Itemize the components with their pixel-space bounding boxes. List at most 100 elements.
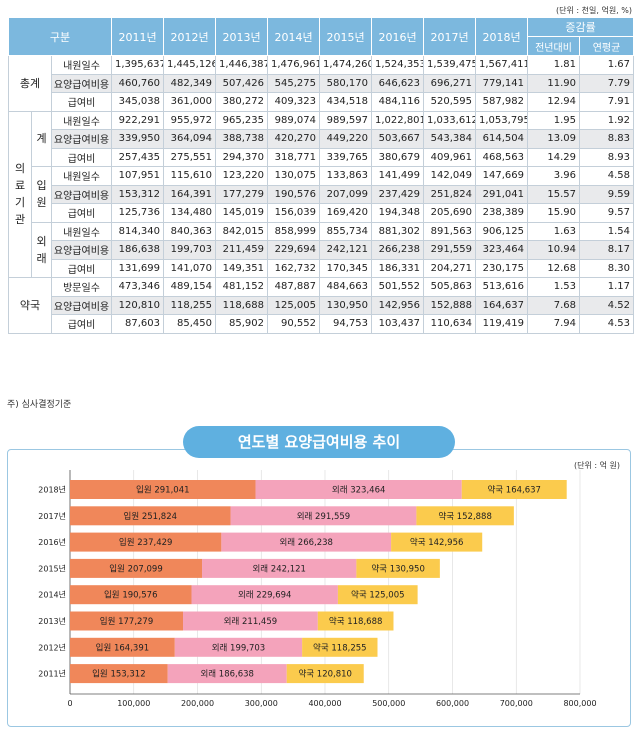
table-cell-avg: 1.92 [579, 110, 635, 130]
row-label: 요양급여비용 [50, 184, 113, 204]
header-year: 2017년 [423, 17, 477, 56]
table-row: 급여비 125,736 134,480 145,019 156,039 169,420 19… [9, 203, 635, 223]
bar-segment-입원 [70, 480, 256, 499]
table-cell: 142,956 [371, 295, 425, 315]
table-cell: 420,270 [267, 129, 321, 149]
table-row: 요양급여비용 120,810 118,255 118,688 125,005 130,95… [9, 295, 635, 315]
table-cell: 482,349 [163, 73, 217, 93]
data-label: 약국 152,888 [438, 511, 492, 522]
y-category-label: 2018년 [38, 485, 66, 495]
table-cell: 460,760 [111, 73, 165, 93]
header-year: 2013년 [215, 17, 269, 56]
bar-segment-약국 [356, 558, 440, 578]
table-cell: 133,863 [319, 166, 373, 186]
data-label: 약국 120,810 [298, 669, 352, 680]
table-cell-yoy: 15.57 [527, 184, 581, 204]
table-cell-avg: 8.83 [579, 129, 635, 149]
header-group: 구분 [7, 17, 113, 56]
table-row: 입원 내원일수 107,951 115,610 123,220 130,075 133,86… [9, 166, 635, 223]
table-cell-yoy: 7.94 [527, 314, 581, 334]
row-label: 내원일수 [50, 110, 113, 130]
table-cell: 503,667 [371, 129, 425, 149]
data-label: 입원 164,391 [96, 643, 150, 653]
table-cell: 85,902 [215, 314, 269, 334]
subgroup-label: 외래 [36, 234, 47, 265]
bar-segment-입원 [70, 664, 168, 684]
table-cell: 449,220 [319, 129, 373, 149]
row-label: 급여비 [50, 314, 113, 334]
x-tick-label: 800,000 [563, 699, 596, 708]
bar-segment-약국 [416, 506, 514, 526]
data-label: 입원 207,099 [109, 564, 163, 574]
table-cell: 147,669 [475, 166, 529, 186]
table-cell-avg: 4.58 [579, 166, 635, 186]
table-cell: 858,999 [267, 221, 321, 241]
table-cell: 199,703 [163, 240, 217, 260]
row-label: 내원일수 [50, 166, 113, 186]
bar-segment-외래 [202, 558, 357, 578]
table-cell: 115,610 [163, 166, 217, 186]
table-cell: 134,480 [163, 203, 217, 223]
data-label: 외래 211,459 [224, 616, 278, 627]
row-label: 내원일수 [50, 221, 113, 241]
table-row: 급여비 345,038 361,000 380,272 409,323 434,518 48… [9, 92, 635, 112]
table-cell-yoy: 7.68 [527, 295, 581, 315]
table-cell: 156,039 [267, 203, 321, 223]
table-cell-avg: 4.52 [579, 295, 635, 315]
table-cell: 107,951 [111, 166, 165, 186]
y-category-label: 2012년 [38, 642, 66, 652]
y-category-label: 2011년 [38, 669, 66, 679]
table-cell: 266,238 [371, 240, 425, 260]
bar-segment-외래 [255, 480, 462, 499]
group-label: 총계 [8, 55, 52, 112]
group-label-cell: 의료기관 [8, 110, 32, 278]
y-category-label: 2013년 [38, 616, 66, 626]
bar-segment-약국 [317, 611, 394, 631]
x-tick-label: 100,000 [117, 699, 150, 708]
data-label: 약국 130,950 [371, 563, 425, 574]
bar-segment-입원 [70, 532, 222, 552]
table-cell: 251,824 [423, 184, 477, 204]
table-cell: 118,255 [163, 295, 217, 315]
bar-segment-약국 [461, 480, 567, 499]
row-label: 요양급여비용 [50, 295, 113, 315]
table-cell-avg: 9.57 [579, 203, 635, 223]
table-cell: 164,637 [475, 295, 529, 315]
x-tick-label: 0 [67, 699, 72, 708]
row-label: 급여비 [50, 147, 113, 167]
table-cell: 906,125 [475, 221, 529, 241]
bar-segment-입원 [70, 585, 192, 605]
x-tick-label: 500,000 [372, 699, 405, 708]
table-cell: 1,022,801 [371, 110, 425, 130]
data-label: 외래 229,694 [238, 590, 292, 601]
table-cell-yoy: 10.94 [527, 240, 581, 260]
data-label: 약국 118,688 [329, 616, 383, 627]
bar-segment-외래 [174, 637, 303, 657]
stats-table: 구분 2011년 2012년 2013년 2014년 2015년 2016년 2017년 201… [7, 17, 635, 334]
table-row: 외래 내원일수 814,340 840,363 842,015 858,999 855,73… [9, 221, 635, 278]
data-label: 약국 164,637 [487, 485, 541, 496]
table-cell: 237,429 [371, 184, 425, 204]
table-row: 급여비 87,603 85,450 85,902 90,552 94,753 103,437… [9, 314, 635, 334]
row-label: 방문일수 [50, 277, 113, 297]
table-row: 요양급여비용 339,950 364,094 388,738 420,270 449,22… [9, 129, 635, 149]
table-cell: 103,437 [371, 314, 425, 334]
table-cell: 242,121 [319, 240, 373, 260]
table-cell: 153,312 [111, 184, 165, 204]
subgroup-label-cell: 입원 [31, 166, 52, 223]
table-cell: 696,271 [423, 73, 477, 93]
chart-title: 연도별 요양급여비용 추이 [183, 426, 455, 458]
group-label: 약국 [8, 277, 52, 334]
data-label: 입원 177,279 [100, 617, 154, 627]
table-cell-yoy: 3.96 [527, 166, 581, 186]
table-cell: 842,015 [215, 221, 269, 241]
subgroup-label: 계 [36, 132, 47, 146]
group-label: 의료기관 [14, 162, 26, 227]
bar-segment-약국 [302, 637, 378, 657]
table-row: 총계 내원일수 1,395,637 1,445,126 1,446,387 1,476,9… [8, 55, 635, 112]
bar-segment-입원 [70, 558, 203, 578]
bar-segment-입원 [70, 506, 231, 526]
data-label: 입원 237,429 [119, 538, 173, 548]
table-cell: 614,504 [475, 129, 529, 149]
x-tick-label: 300,000 [245, 699, 278, 708]
